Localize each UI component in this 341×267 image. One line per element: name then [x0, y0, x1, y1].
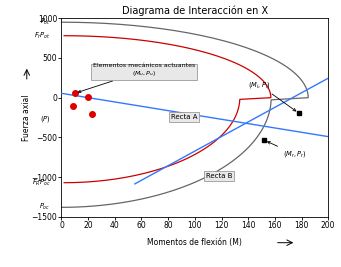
Text: $P_{ot}$: $P_{ot}$	[40, 17, 51, 27]
Text: $P_{oc}$: $P_{oc}$	[40, 202, 51, 213]
Text: Recta A: Recta A	[171, 114, 197, 120]
Text: $(M_i, P_i)$: $(M_i, P_i)$	[248, 80, 296, 111]
Text: $(P)$: $(P)$	[40, 114, 51, 124]
Title: Diagrama de Interacción en X: Diagrama de Interacción en X	[122, 6, 268, 16]
Text: $F_R P_{oc}$: $F_R P_{oc}$	[32, 178, 51, 188]
Text: $F_r P_{ot}$: $F_r P_{ot}$	[34, 31, 51, 41]
Text: Recta B: Recta B	[206, 173, 232, 179]
Text: Fuerza axial: Fuerza axial	[22, 94, 31, 141]
Text: Elementos mecánicos actuantes
$(M_u, P_u)$: Elementos mecánicos actuantes $(M_u, P_u…	[78, 63, 195, 93]
Text: $(M_r, P_r)$: $(M_r, P_r)$	[268, 142, 307, 159]
Text: Momentos de flexión (M): Momentos de flexión (M)	[147, 238, 242, 247]
